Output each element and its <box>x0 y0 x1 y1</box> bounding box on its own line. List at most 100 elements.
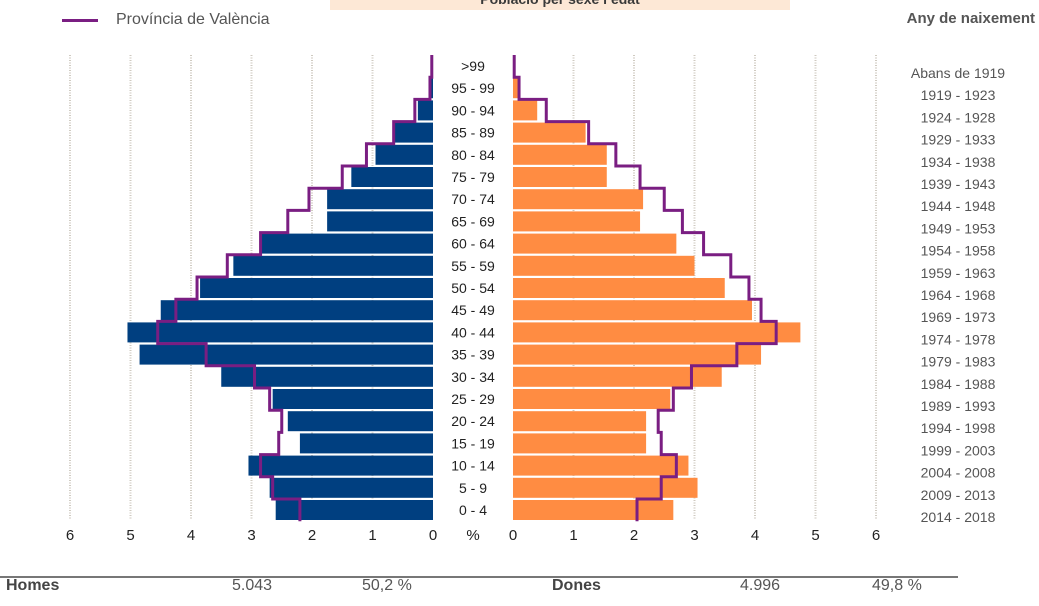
footer-divider <box>0 576 958 578</box>
bar-men <box>272 389 433 409</box>
bar-men <box>429 78 433 99</box>
bar-women <box>513 278 725 298</box>
birth-year-label: 1954 - 1958 <box>921 243 996 259</box>
bar-men <box>351 167 433 187</box>
men-count: 5.043 <box>232 577 273 594</box>
birth-year-label: 1974 - 1978 <box>921 331 996 347</box>
birth-year-label: 1919 - 1923 <box>921 87 996 103</box>
x-tick-label: 5 <box>126 527 134 544</box>
province-outline-men <box>156 55 434 522</box>
birth-year-label: 1994 - 1998 <box>921 420 996 436</box>
bar-men <box>139 344 433 365</box>
age-group-label: 75 - 79 <box>451 169 495 185</box>
bar-men <box>275 500 433 520</box>
birth-year-label: 1939 - 1943 <box>921 176 996 192</box>
bar-women <box>513 255 695 276</box>
birth-year-label: 1944 - 1948 <box>921 198 996 214</box>
bar-women <box>513 322 801 343</box>
women-label: Dones <box>552 577 601 594</box>
birth-year-label: 1959 - 1963 <box>921 265 996 281</box>
birth-year-label: 1924 - 1928 <box>921 109 996 125</box>
bar-women <box>513 411 647 432</box>
age-group-label: 50 - 54 <box>451 280 495 296</box>
bar-men <box>375 144 433 165</box>
bar-men <box>417 100 433 121</box>
bar-women <box>513 455 689 476</box>
women-count: 4.996 <box>740 577 781 594</box>
bar-women <box>513 233 677 254</box>
bar-women <box>513 300 752 321</box>
age-group-label: 70 - 74 <box>451 191 495 207</box>
bar-women <box>513 144 607 165</box>
bar-women <box>513 122 586 143</box>
bar-men <box>200 278 433 298</box>
bar-men <box>287 411 433 432</box>
bar-men <box>327 211 433 232</box>
x-tick-label: 0 <box>429 527 437 544</box>
x-tick-label: 0 <box>509 527 517 544</box>
bar-women <box>513 189 644 210</box>
birth-year-label: Abans de 1919 <box>911 65 1005 81</box>
age-group-label: 35 - 39 <box>451 347 495 363</box>
bar-women <box>513 500 674 520</box>
bar-women <box>513 167 607 187</box>
bar-men <box>327 189 433 210</box>
legend: Província de València <box>62 10 270 30</box>
birth-year-label: 1989 - 1993 <box>921 398 996 414</box>
birth-year-label: 1984 - 1988 <box>921 376 996 392</box>
x-tick-label: 1 <box>368 527 376 544</box>
age-group-label: 95 - 99 <box>451 80 495 96</box>
birth-year-label: 1949 - 1953 <box>921 220 996 236</box>
age-group-label: 40 - 44 <box>451 324 495 340</box>
x-tick-label: 4 <box>751 527 759 544</box>
age-group-label: 20 - 24 <box>451 413 495 429</box>
birth-year-label: 1934 - 1938 <box>921 154 996 170</box>
bar-women <box>513 344 762 365</box>
bar-women <box>513 477 698 498</box>
province-outline-women <box>512 55 778 522</box>
chart-title: Població per sexe i edat <box>330 0 790 10</box>
age-group-label: 80 - 84 <box>451 147 495 163</box>
bar-women <box>513 366 722 387</box>
birth-year-label: 1929 - 1933 <box>921 132 996 148</box>
age-group-label: 10 - 14 <box>451 458 495 474</box>
age-group-label: 60 - 64 <box>451 236 495 252</box>
birth-year-label: 1979 - 1983 <box>921 354 996 370</box>
age-group-label: 0 - 4 <box>459 502 487 518</box>
x-axis-unit: % <box>466 527 479 544</box>
age-group-label: >99 <box>461 58 485 74</box>
bar-men <box>248 455 433 476</box>
x-tick-label: 2 <box>308 527 316 544</box>
birth-year-label: 2009 - 2013 <box>921 487 996 503</box>
bar-men <box>233 255 433 276</box>
age-group-label: 55 - 59 <box>451 258 495 274</box>
population-pyramid: 0 - 4 2014 - 2018 5 - 9 2009 - 2013 10 - 14 2… <box>66 55 1005 544</box>
age-group-label: 85 - 89 <box>451 125 495 141</box>
x-tick-label: 3 <box>247 527 255 544</box>
women-percent: 49,8 % <box>872 577 922 594</box>
x-tick-label: 5 <box>811 527 819 544</box>
x-tick-label: 4 <box>187 527 195 544</box>
x-tick-label: 1 <box>569 527 577 544</box>
bar-men <box>127 322 433 343</box>
bar-women <box>513 389 671 409</box>
birth-year-label: 1964 - 1968 <box>921 287 996 303</box>
age-group-label: 45 - 49 <box>451 302 495 318</box>
bar-men <box>221 366 433 387</box>
bar-men <box>269 477 433 498</box>
age-group-label: 5 - 9 <box>459 480 487 496</box>
age-group-label: 25 - 29 <box>451 391 495 407</box>
x-tick-label: 3 <box>690 527 698 544</box>
bar-women <box>513 78 520 99</box>
x-tick-label: 6 <box>872 527 880 544</box>
bar-men <box>160 300 433 321</box>
bar-men <box>393 122 433 143</box>
bar-men <box>299 433 433 454</box>
birth-year-label: 2004 - 2008 <box>921 465 996 481</box>
bar-men <box>260 233 433 254</box>
age-group-label: 65 - 69 <box>451 213 495 229</box>
birth-year-label: 1999 - 2003 <box>921 442 996 458</box>
men-percent: 50,2 % <box>362 577 412 594</box>
birth-year-label: 1969 - 1973 <box>921 309 996 325</box>
age-group-label: 90 - 94 <box>451 102 495 118</box>
